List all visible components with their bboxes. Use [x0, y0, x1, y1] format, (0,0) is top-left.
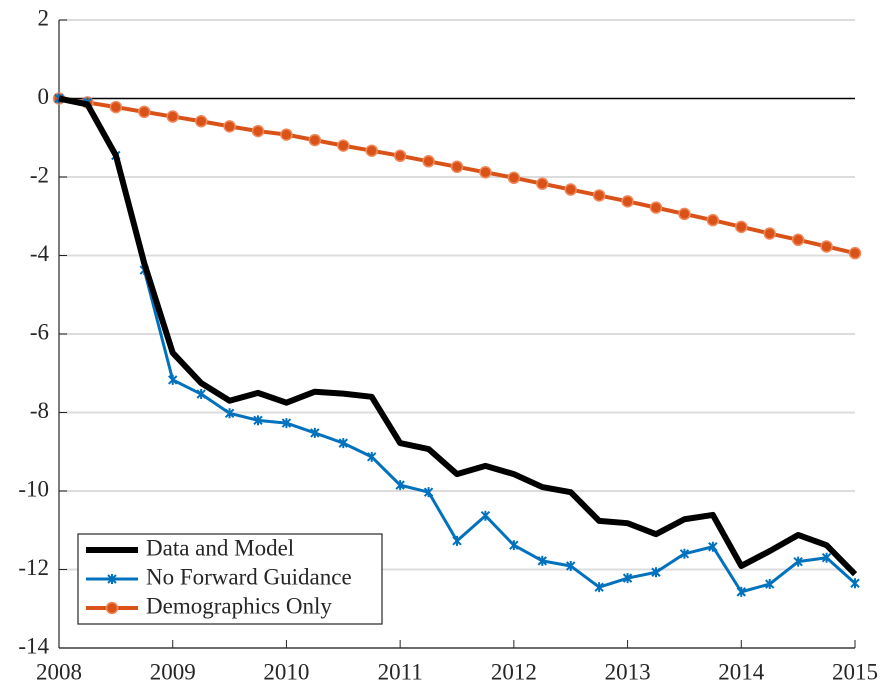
marker [509, 540, 519, 551]
marker [651, 567, 661, 578]
y-tick-label: -2 [30, 162, 49, 187]
x-tick-label: 2010 [263, 659, 309, 684]
marker [168, 374, 178, 385]
marker [480, 510, 491, 521]
marker [594, 582, 604, 593]
series-line [58, 96, 856, 256]
marker [107, 574, 117, 584]
marker [109, 100, 123, 114]
marker [166, 110, 179, 123]
y-tick-label: -14 [18, 633, 49, 658]
y-tick-label: 0 [38, 84, 50, 109]
marker [592, 189, 606, 202]
marker [820, 240, 833, 253]
marker [280, 128, 293, 141]
marker [622, 573, 633, 584]
marker [224, 408, 235, 419]
marker [736, 586, 746, 597]
marker [649, 201, 663, 214]
marker [253, 415, 263, 426]
marker [763, 227, 776, 240]
legend-label: Data and Model [146, 535, 294, 560]
legend: Data and Model No Forward Guidance Demogra… [77, 533, 383, 625]
x-tick-label: 2014 [718, 659, 765, 684]
marker [308, 133, 322, 147]
marker [706, 213, 720, 227]
y-tick-label: -8 [30, 398, 49, 423]
marker [423, 487, 434, 498]
x-tick-label: 2008 [36, 659, 82, 684]
marker [564, 183, 577, 196]
marker [310, 427, 320, 438]
marker [479, 166, 492, 179]
marker [196, 389, 206, 400]
marker [536, 177, 549, 190]
marker [365, 144, 378, 157]
marker [793, 556, 803, 567]
x-tick-label: 2013 [605, 659, 651, 684]
marker [708, 541, 718, 552]
y-tick-label: -12 [18, 555, 49, 580]
marker [452, 535, 462, 546]
marker [507, 171, 521, 185]
marker [138, 105, 151, 119]
marker [621, 195, 634, 208]
marker [337, 139, 350, 152]
legend-label: Demographics Only [146, 593, 332, 618]
marker [735, 220, 748, 234]
x-tick-label: 2009 [150, 659, 196, 684]
marker [251, 124, 265, 138]
y-tick-label: -4 [30, 241, 50, 266]
marker [395, 480, 405, 491]
marker [678, 207, 691, 221]
marker [338, 438, 348, 449]
marker [791, 233, 805, 247]
marker [367, 451, 377, 462]
x-tick-label: 2012 [491, 659, 537, 684]
y-tick-label: -10 [18, 476, 49, 501]
marker [422, 155, 435, 168]
marker [821, 552, 832, 563]
marker [194, 115, 208, 128]
marker [537, 555, 547, 566]
marker [765, 579, 775, 590]
x-tick-label: 2011 [378, 659, 423, 684]
x-tick-label: 2015 [832, 659, 878, 684]
marker [281, 418, 292, 429]
marker [679, 548, 690, 559]
y-tick-label: -6 [30, 319, 49, 344]
marker [393, 149, 407, 163]
y-tick-label: 2 [38, 5, 50, 30]
marker [850, 578, 860, 589]
marker [450, 160, 464, 174]
series-line [58, 95, 858, 577]
legend-label: No Forward Guidance [146, 564, 352, 589]
marker [848, 246, 862, 260]
marker [105, 601, 119, 615]
marker [223, 120, 236, 133]
marker [566, 560, 576, 571]
